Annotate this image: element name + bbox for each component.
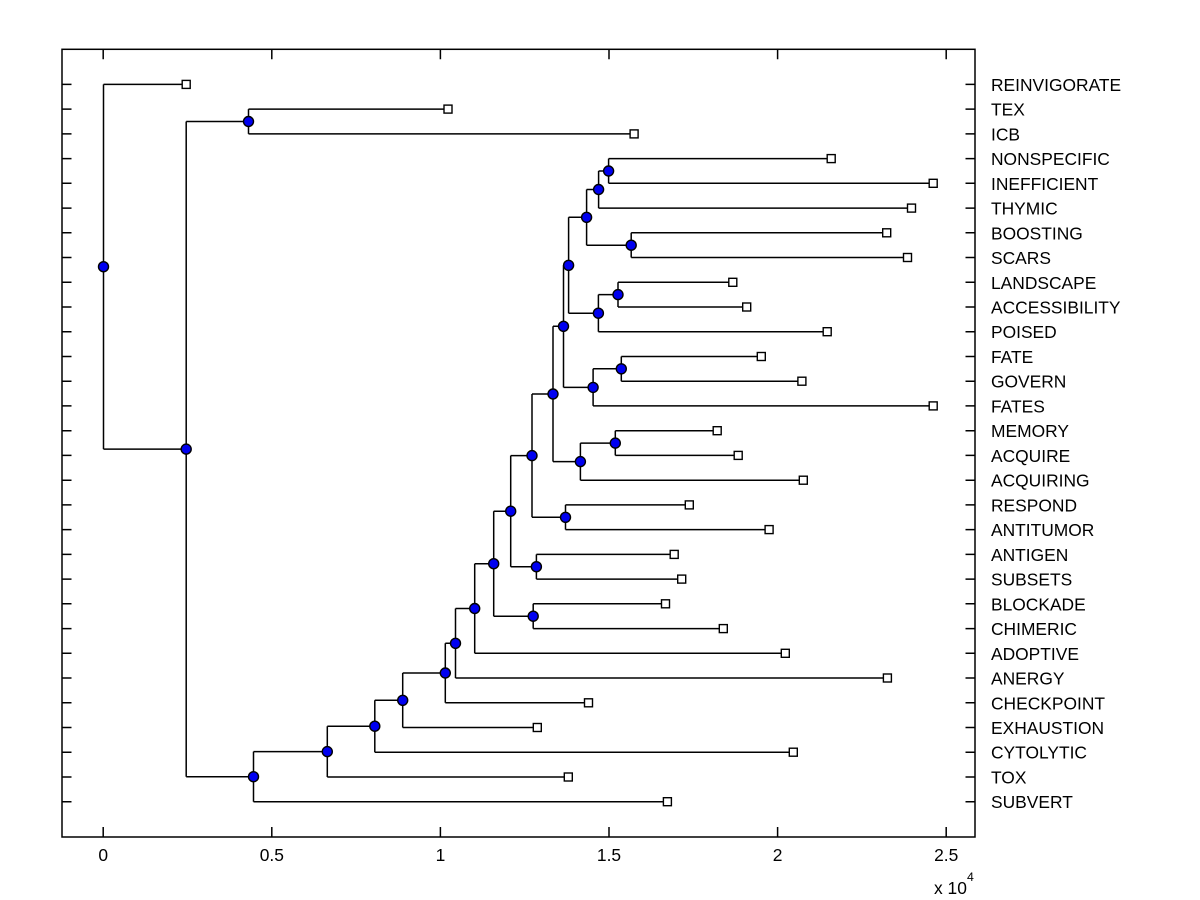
svg-text:1.5: 1.5 — [597, 845, 621, 865]
svg-text:4: 4 — [967, 870, 974, 884]
svg-text:EXHAUSTION: EXHAUSTION — [991, 718, 1104, 738]
svg-text:ADOPTIVE: ADOPTIVE — [991, 644, 1079, 664]
svg-text:CYTOLYTIC: CYTOLYTIC — [991, 743, 1087, 763]
svg-text:ACQUIRE: ACQUIRE — [991, 446, 1070, 466]
svg-text:ANTIGEN: ANTIGEN — [991, 545, 1068, 565]
svg-text:ANTITUMOR: ANTITUMOR — [991, 520, 1094, 540]
svg-text:SCARS: SCARS — [991, 248, 1051, 268]
svg-text:2: 2 — [773, 845, 783, 865]
svg-text:1: 1 — [436, 845, 446, 865]
svg-text:TEX: TEX — [991, 100, 1025, 120]
svg-text:LANDSCAPE: LANDSCAPE — [991, 273, 1096, 293]
svg-text:ACQUIRING: ACQUIRING — [991, 471, 1090, 491]
svg-text:0: 0 — [98, 845, 108, 865]
svg-text:FATE: FATE — [991, 347, 1033, 367]
svg-text:CHIMERIC: CHIMERIC — [991, 619, 1077, 639]
svg-text:CHECKPOINT: CHECKPOINT — [991, 693, 1105, 713]
svg-text:MEMORY: MEMORY — [991, 421, 1069, 441]
svg-text:NONSPECIFIC: NONSPECIFIC — [991, 149, 1110, 169]
svg-text:INEFFICIENT: INEFFICIENT — [991, 174, 1099, 194]
svg-text:TOX: TOX — [991, 768, 1027, 788]
svg-text:BLOCKADE: BLOCKADE — [991, 594, 1086, 614]
svg-text:ANERGY: ANERGY — [991, 669, 1065, 689]
svg-text:RESPOND: RESPOND — [991, 495, 1077, 515]
svg-text:FATES: FATES — [991, 396, 1045, 416]
svg-text:POISED: POISED — [991, 322, 1057, 342]
svg-text:ACCESSIBILITY: ACCESSIBILITY — [991, 298, 1121, 318]
svg-text:THYMIC: THYMIC — [991, 199, 1058, 219]
svg-text:ICB: ICB — [991, 124, 1020, 144]
svg-text:GOVERN: GOVERN — [991, 372, 1066, 392]
svg-text:0.5: 0.5 — [260, 845, 284, 865]
svg-text:x 10: x 10 — [934, 878, 967, 898]
svg-text:2.5: 2.5 — [934, 845, 958, 865]
svg-text:BOOSTING: BOOSTING — [991, 223, 1083, 243]
svg-text:SUBVERT: SUBVERT — [991, 792, 1073, 812]
svg-text:REINVIGORATE: REINVIGORATE — [991, 75, 1121, 95]
svg-text:SUBSETS: SUBSETS — [991, 570, 1072, 590]
